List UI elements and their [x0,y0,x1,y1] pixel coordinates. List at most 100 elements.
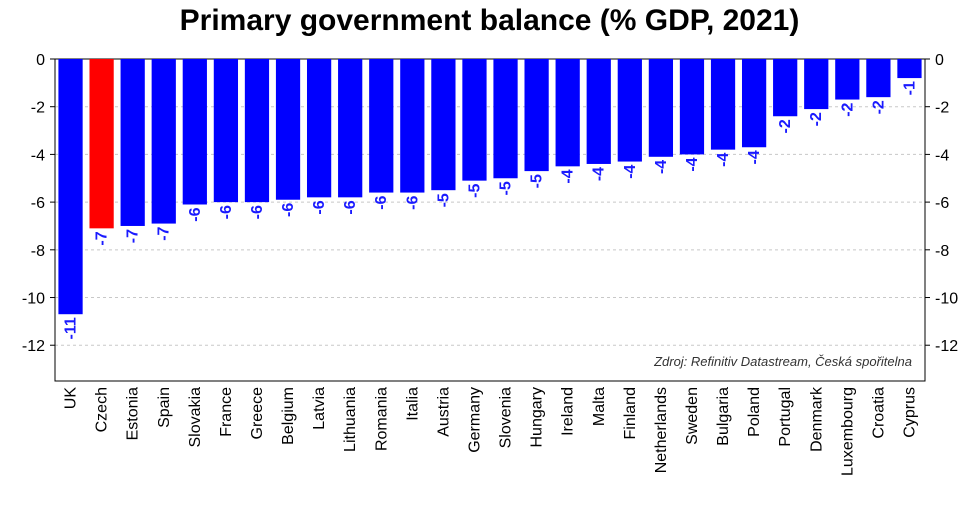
data-label: -6 [249,205,266,219]
category-label: Austria [435,387,452,437]
source-note: Zdroj: Refinitiv Datastream, Česká spoři… [653,354,912,369]
category-label: Slovakia [187,387,204,448]
data-label: -6 [373,195,390,209]
bar [679,59,705,155]
data-label: -4 [622,164,639,178]
bar [275,59,301,200]
category-label: Spain [156,387,173,428]
data-label: -4 [746,150,763,164]
y-tick-label-right: -12 [935,338,958,355]
category-label: Romania [373,387,390,451]
data-label: -4 [653,160,670,174]
bar [741,59,767,148]
bar [897,59,922,79]
data-label: -6 [280,203,297,217]
chart-title: Primary government balance (% GDP, 2021) [179,4,800,37]
bar [306,59,332,198]
bar [462,59,487,181]
data-label: -6 [404,195,421,209]
y-tick-label-right: -8 [935,243,949,260]
bar [338,59,363,198]
bar [400,59,425,193]
bar [244,59,270,203]
bar [213,59,239,203]
category-label: Latvia [311,387,328,430]
category-label: Denmark [808,386,825,452]
category-label: Czech [94,387,111,432]
data-label: -6 [218,205,235,219]
category-label: Sweden [684,387,701,445]
category-label: Greece [249,387,266,440]
data-label: -7 [94,231,111,245]
data-label: -5 [466,184,483,198]
data-label: -5 [498,181,515,195]
bar [555,59,580,167]
data-label: -4 [684,157,701,171]
data-label: -4 [560,169,577,183]
y-tick-label-left: -12 [22,338,45,355]
category-label: Ireland [560,387,577,436]
y-tick-label-left: -2 [31,100,45,117]
y-tick-label-right: -2 [935,100,949,117]
y-tick-label-left: -4 [31,147,45,164]
bar [866,59,891,98]
data-label: -4 [715,153,732,167]
data-label: -2 [870,100,887,114]
category-label: Malta [591,387,608,426]
category-label: Cyprus [901,387,918,438]
category-label: Netherlands [653,387,670,473]
data-label: -2 [808,112,825,126]
data-label: -5 [529,174,546,188]
bar [648,59,674,157]
y-tick-label-left: 0 [36,52,45,69]
category-label: Finland [622,387,639,439]
data-label: -4 [591,167,608,181]
category-labels: UK Czech Estonia Spain Slovakia France Greece B… [63,386,919,476]
y-tick-label-left: -6 [31,195,45,212]
bar [120,59,145,226]
y-tick-label-left: -10 [22,291,45,308]
category-label: France [218,387,235,437]
category-label: Hungary [529,387,546,447]
category-label: Poland [746,387,763,437]
axes: 0 0 -2 -2 -4 -4 -6 -6 -8 -8 -10 -10 -12 -12 [22,52,958,382]
category-label: UK [63,387,80,410]
data-label: -2 [839,102,856,116]
category-label: Germany [466,387,483,453]
y-tick-label-right: -6 [935,195,949,212]
data-label: -5 [435,193,452,207]
bar [151,59,176,224]
bar [493,59,518,179]
data-label: -1 [901,81,918,95]
category-label: Croatia [870,387,887,439]
category-label: Luxembourg [839,387,856,476]
data-label: -11 [63,317,80,339]
bar [431,59,456,191]
bar [182,59,207,205]
category-label: Portugal [777,387,794,447]
data-label: -6 [187,207,204,221]
bar [524,59,549,172]
bar [773,59,798,117]
category-label: Italia [404,387,421,421]
data-label: -2 [777,119,794,133]
bar [586,59,611,164]
y-tick-label-right: -4 [935,147,949,164]
category-label: Bulgaria [715,387,732,446]
bar [617,59,642,162]
data-labels: -11-7 -7 -7-6 -6 -6 -6 -6 -6 -6 -6 -5-5 -5-5 -4 -4 -4-… [63,81,919,339]
y-tick-label-right: -10 [935,291,958,308]
plot-frame [54,58,926,382]
bar [369,59,394,193]
category-label: Estonia [125,387,142,440]
bar [804,59,829,110]
y-tick-label-left: -8 [31,243,45,260]
bar [835,59,860,100]
data-label: -7 [125,229,142,243]
category-label: Belgium [280,387,297,445]
y-tick-label-right: 0 [935,52,944,69]
bar [89,59,114,229]
bars [58,59,922,315]
bar [710,59,736,150]
